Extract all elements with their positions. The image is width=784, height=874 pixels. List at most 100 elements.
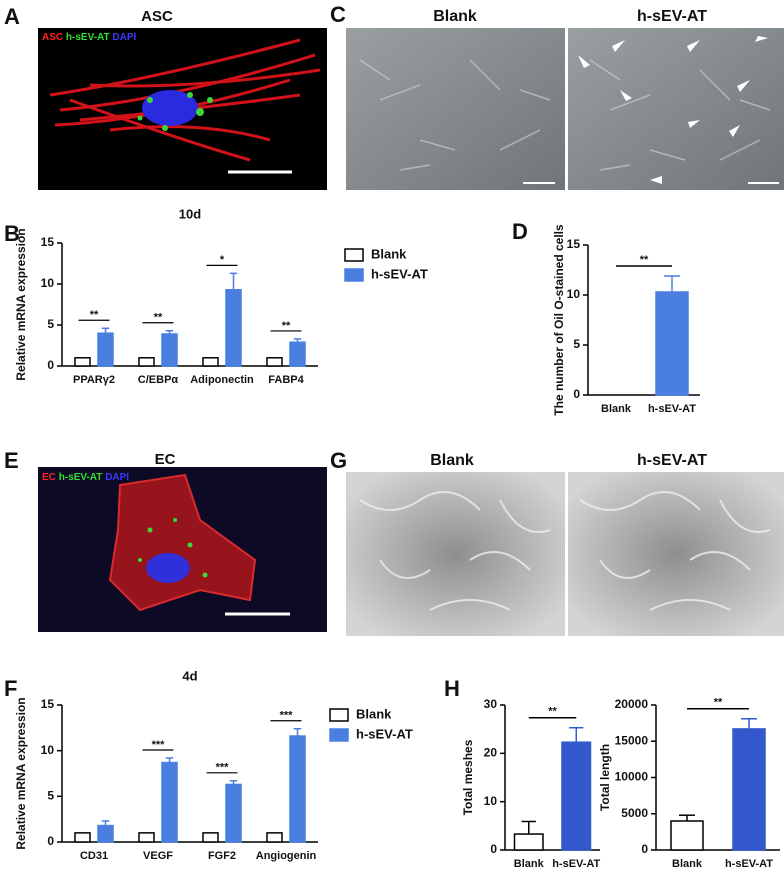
- x-tick-label: VEGF: [143, 850, 173, 862]
- legend-label: Blank: [371, 246, 407, 261]
- panel-letter: A: [4, 4, 20, 29]
- error-bar: [165, 757, 174, 763]
- stain-label: h-sEV-AT: [59, 472, 103, 483]
- x-tick-label: C/EBPα: [138, 374, 179, 386]
- phase-image: [346, 28, 784, 190]
- y-tick-label: 0: [47, 358, 54, 372]
- bar: [266, 357, 283, 367]
- y-tick-label: 0: [47, 834, 54, 848]
- bar: [289, 341, 306, 367]
- y-tick-label: 0: [641, 842, 648, 856]
- y-tick-label: 5: [47, 317, 54, 331]
- error-bar: [293, 338, 302, 343]
- error-bar: [101, 820, 110, 826]
- y-tick-label: 10: [567, 287, 581, 301]
- stain-label: DAPI: [105, 472, 129, 483]
- y-axis-label: Total length: [598, 744, 612, 811]
- y-axis-label: Total meshes: [461, 739, 475, 815]
- x-tick-label: FGF2: [208, 850, 236, 862]
- bar: [289, 735, 306, 843]
- panel-letter: G: [330, 448, 347, 473]
- panel-letter: C: [330, 2, 346, 27]
- y-axis-label: Relative mRNA expression: [14, 697, 28, 849]
- y-tick-label: 15: [567, 237, 581, 251]
- error-bar: [664, 275, 680, 292]
- bar: [561, 741, 592, 851]
- y-tick-label: 5: [573, 337, 580, 351]
- error-bar: [101, 327, 110, 334]
- legend-swatch: [344, 248, 364, 262]
- bar: [732, 728, 766, 851]
- significance-label: ***: [152, 739, 166, 751]
- significance-label: **: [282, 320, 291, 332]
- error-bar: [521, 820, 536, 835]
- x-tick-label: FABP4: [268, 374, 304, 386]
- error-bar: [679, 814, 695, 821]
- error-bar: [741, 718, 757, 729]
- panel-letter: E: [4, 448, 19, 473]
- panel-letter: D: [512, 219, 528, 244]
- legend-label: Blank: [356, 706, 392, 721]
- bar: [97, 824, 114, 843]
- bar: [655, 291, 689, 396]
- significance-label: **: [640, 254, 649, 266]
- y-tick-label: 10: [484, 794, 498, 808]
- bar: [74, 832, 91, 843]
- legend-swatch: [329, 708, 349, 722]
- stain-label: DAPI: [112, 32, 136, 43]
- y-tick-label: 10: [41, 743, 55, 757]
- bar: [161, 333, 178, 367]
- legend-swatch: [329, 728, 349, 742]
- panel-letter: H: [444, 676, 460, 701]
- legend-label: h-sEV-AT: [356, 726, 413, 741]
- stain-label: h-sEV-AT: [66, 32, 110, 43]
- significance-label: ***: [280, 710, 294, 722]
- y-axis-label: Relative mRNA expression: [14, 228, 28, 380]
- error-bar: [569, 726, 584, 743]
- chart-title: 10d: [179, 206, 201, 221]
- y-tick-label: 20000: [615, 697, 649, 711]
- fluorescence-image: EC h-sEV-AT DAPI: [38, 467, 327, 632]
- error-bar: [229, 272, 238, 290]
- significance-label: ***: [216, 762, 230, 774]
- bar: [202, 357, 219, 367]
- image-label: h-sEV-AT: [637, 452, 707, 469]
- y-tick-label: 15000: [615, 733, 649, 747]
- x-tick-label: Adiponectin: [190, 374, 254, 386]
- bar: [225, 288, 242, 367]
- bar: [74, 357, 91, 367]
- image-label: h-sEV-AT: [637, 8, 707, 25]
- error-bar: [165, 329, 174, 335]
- y-tick-label: 10: [41, 276, 55, 290]
- y-tick-label: 15: [41, 235, 55, 249]
- svg-text:EC h-sEV-AT DAPI: EC h-sEV-AT DAPI: [42, 472, 129, 483]
- stain-label: ASC: [42, 32, 63, 43]
- error-bar: [229, 780, 238, 785]
- x-tick-label: Blank: [601, 403, 632, 415]
- legend-swatch: [344, 268, 364, 282]
- bar: [161, 761, 178, 843]
- x-tick-label: Blank: [672, 858, 703, 870]
- panel-title: ASC: [141, 8, 173, 25]
- y-tick-label: 5: [47, 789, 54, 803]
- bar: [513, 833, 544, 851]
- bar: [138, 832, 155, 843]
- significance-label: *: [220, 254, 225, 266]
- image-label: Blank: [433, 8, 477, 25]
- panel-letter: B: [4, 221, 20, 246]
- significance-label: **: [714, 697, 723, 709]
- svg-text:ASC h-sEV-AT DAPI: ASC h-sEV-AT DAPI: [42, 32, 137, 43]
- x-tick-label: CD31: [80, 850, 108, 862]
- panel-letter: F: [4, 676, 17, 701]
- bar: [97, 332, 114, 367]
- y-axis-label: The number of Oil O-stained cells: [552, 224, 566, 416]
- bar: [225, 783, 242, 843]
- y-tick-label: 0: [490, 842, 497, 856]
- legend-label: h-sEV-AT: [371, 266, 428, 281]
- tube-image: [346, 472, 784, 636]
- y-tick-label: 0: [573, 387, 580, 401]
- x-tick-label: Blank: [514, 858, 545, 870]
- significance-label: **: [90, 309, 99, 321]
- y-tick-label: 15: [41, 697, 55, 711]
